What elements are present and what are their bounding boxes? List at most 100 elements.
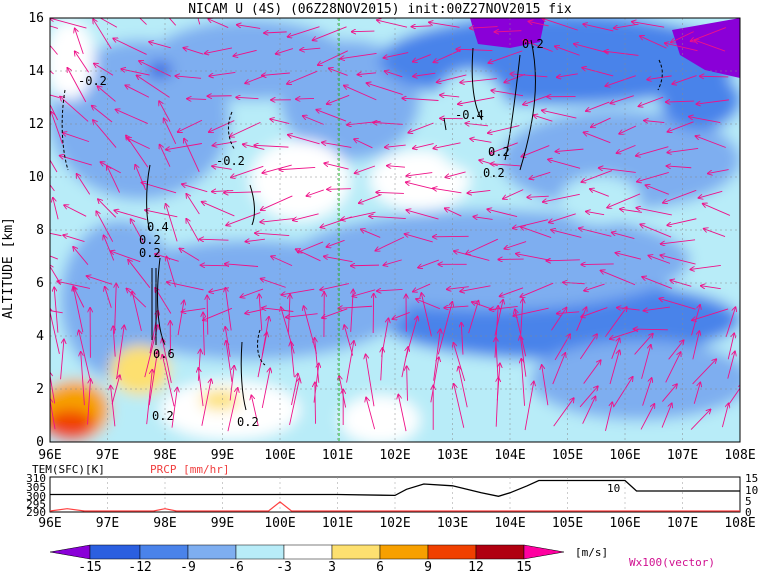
wind-vector <box>352 31 375 32</box>
wind-vector <box>87 379 91 425</box>
left-tick-label: 310 <box>26 472 46 485</box>
wind-vector <box>437 74 467 82</box>
wind-vector <box>145 210 178 218</box>
wind-vector <box>579 386 598 408</box>
wind-vector <box>286 313 318 318</box>
wind-vector <box>401 347 408 378</box>
colorbar-swatch <box>89 544 141 560</box>
wind-vector <box>184 139 200 172</box>
wind-vector <box>549 213 576 223</box>
wind-vector <box>260 218 294 223</box>
wind-vector <box>352 289 376 296</box>
wind-vector <box>50 94 60 99</box>
wind-vector <box>542 110 577 119</box>
wind-vector <box>81 352 85 406</box>
wind-vector <box>255 233 290 236</box>
wind-vector <box>166 257 176 288</box>
x-tick-label: 99E <box>211 448 234 463</box>
wind-vector <box>230 121 261 136</box>
wind-vector <box>551 308 566 331</box>
wind-vector <box>552 353 566 385</box>
wind-vector <box>490 164 522 166</box>
wind-vector <box>546 260 580 261</box>
colorbar-swatch <box>139 544 189 560</box>
x-tick-label: 101E <box>322 448 353 463</box>
y-tick-label: 10 <box>28 170 44 185</box>
wind-vector <box>107 166 120 193</box>
wind-vector <box>377 20 408 28</box>
wind-vector <box>329 68 348 76</box>
wind-vector <box>179 249 200 261</box>
wind-vector <box>461 323 463 355</box>
wind-vector <box>513 307 549 316</box>
wind-vector <box>177 301 184 336</box>
wind-vector <box>418 259 439 268</box>
wind-vector <box>667 148 699 152</box>
wind-vector <box>727 384 740 406</box>
wind-vector <box>398 395 407 432</box>
wind-vector <box>590 189 609 197</box>
wind-vector <box>542 18 578 31</box>
x-tick-label: 100E <box>264 516 295 531</box>
wind-vector <box>182 308 206 311</box>
y-tick-label: 12 <box>28 117 44 132</box>
prcp-line <box>49 501 740 512</box>
wind-vector <box>521 299 523 334</box>
wind-vector <box>367 83 403 95</box>
wind-vector <box>444 306 469 308</box>
wind-vector <box>203 313 204 356</box>
wind-vector <box>262 164 292 173</box>
wind-vector <box>162 339 172 383</box>
wind-vector <box>50 308 60 354</box>
wind-vector <box>209 120 235 132</box>
colorbar-swatch <box>379 544 429 560</box>
wind-vector <box>167 282 204 291</box>
wind-vector <box>661 239 696 244</box>
wind-vector <box>407 366 408 401</box>
wind-vector <box>490 142 518 154</box>
wind-vector <box>226 341 233 382</box>
wind-vector <box>354 139 373 149</box>
wind-vector <box>132 291 142 331</box>
bottom-x-ticks: 96E 97E 98E 99E 100E 101E 102E 103E 104E… <box>38 516 755 531</box>
wind-vector <box>148 351 157 406</box>
wind-vector <box>548 159 581 169</box>
wind-vector <box>496 378 498 427</box>
contour-label: 0.2 <box>139 233 161 247</box>
wind-vector <box>392 312 410 319</box>
wind-vector <box>491 90 524 97</box>
wind-vector <box>338 306 373 308</box>
wind-vector <box>320 283 350 290</box>
wind-vector <box>408 122 434 133</box>
wind-vector <box>634 329 668 330</box>
wind-vector <box>619 125 637 134</box>
wind-vector <box>605 75 636 86</box>
wind-vector <box>460 285 491 292</box>
wind-vector <box>433 188 462 194</box>
contour-labels: -0.2 -0.2 -0.4 0.2 0.2 0.4 0.2 0.2 0.6 0… <box>78 37 544 429</box>
bottom-grid <box>107 477 683 512</box>
wind-vector <box>634 334 653 355</box>
colorbar-swatch <box>235 544 285 560</box>
wind-vector <box>701 286 721 290</box>
wind-vector <box>326 239 345 247</box>
wind-vector <box>662 384 677 402</box>
wind-vector <box>313 26 347 40</box>
wind-vector <box>373 122 403 124</box>
wind-vector <box>369 216 406 218</box>
wind-vector <box>617 308 640 310</box>
colorbar-swatch <box>187 544 237 560</box>
colorbar-label: -9 <box>180 560 196 575</box>
wind-vector <box>468 301 479 334</box>
wind-vector <box>610 95 634 104</box>
wind-vector <box>581 170 613 183</box>
wind-vector <box>67 68 87 103</box>
colorbar-swatch <box>283 544 333 560</box>
wind-vector <box>60 97 89 122</box>
wind-vector <box>413 54 431 62</box>
wind-vector <box>640 224 672 238</box>
wind-vector <box>63 235 85 242</box>
wind-vector <box>212 191 234 192</box>
wind-vector <box>202 202 235 217</box>
y-tick-label: 2 <box>36 382 44 397</box>
